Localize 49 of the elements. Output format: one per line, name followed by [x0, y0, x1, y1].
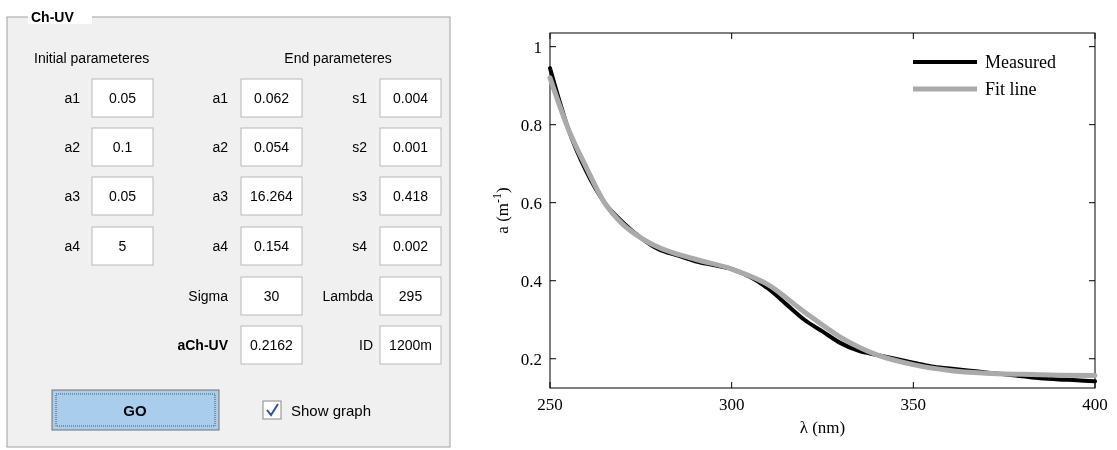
- legend-label: Measured: [985, 52, 1056, 72]
- legend-label: Fit line: [985, 79, 1037, 99]
- y-tick-label: 0.8: [520, 115, 542, 135]
- text: a2: [212, 139, 229, 155]
- text-field: 0.418: [379, 176, 442, 216]
- y-tick-label: 0.4: [520, 271, 543, 291]
- text: a3: [212, 188, 229, 204]
- y-tick-label: 1: [533, 37, 542, 57]
- text: Ch-UV: [31, 9, 75, 25]
- text-field: 0.1: [91, 127, 154, 167]
- text: Lambda: [322, 288, 374, 304]
- text-field: 0.05: [91, 78, 154, 118]
- text: s2: [352, 139, 368, 155]
- text-field: 0.002: [379, 226, 442, 266]
- text: Initial parameteres: [34, 50, 150, 66]
- text-field: 16.264: [240, 176, 303, 216]
- text: ID: [359, 337, 373, 353]
- text-field: 0.062: [240, 78, 303, 118]
- text: Sigma: [188, 288, 229, 304]
- y-tick-label: 0.2: [520, 349, 542, 369]
- text-field: 1200m: [379, 325, 442, 365]
- text-field: 0.05: [91, 176, 154, 216]
- text-field: 5: [91, 226, 154, 266]
- text-field: 0.001: [379, 127, 442, 167]
- text-field: 0.004: [379, 78, 442, 118]
- text: End parameteres: [284, 50, 392, 66]
- y-tick-label: 0.6: [520, 193, 542, 213]
- x-tick-label: 250: [537, 395, 563, 414]
- text: s1: [352, 90, 368, 106]
- x-tick-label: 300: [718, 395, 745, 414]
- text: a1: [212, 90, 229, 106]
- button: GO: [51, 389, 220, 431]
- text-field: 295: [379, 276, 442, 316]
- x-tick-label: 350: [900, 395, 927, 414]
- x-axis-title: λ (nm): [799, 418, 846, 437]
- text-field: 0.2162: [240, 325, 303, 365]
- text: aCh-UV: [177, 337, 229, 353]
- text: s3: [352, 188, 368, 204]
- text: a4: [212, 238, 229, 254]
- x-tick-label: 400: [1082, 395, 1108, 414]
- text: a3: [64, 188, 81, 204]
- text-field: 0.154: [240, 226, 303, 266]
- text: a2: [64, 139, 81, 155]
- text: Show graph: [291, 402, 372, 419]
- text: a1: [64, 90, 81, 106]
- text: s4: [352, 238, 368, 254]
- text-field: 0.054: [240, 127, 303, 167]
- text-field: 30: [240, 276, 303, 316]
- text: a4: [64, 238, 81, 254]
